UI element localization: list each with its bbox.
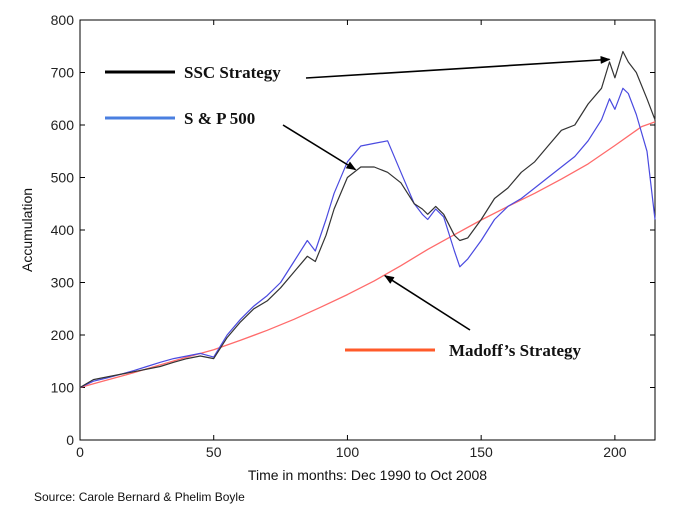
x-tick-label: 50 <box>206 444 222 460</box>
annotation-arrow <box>384 275 471 331</box>
source-note: Source: Carole Bernard & Phelim Boyle <box>34 490 245 504</box>
series-line-s-p-500 <box>79 87 656 389</box>
y-axis-title: Accumulation <box>19 188 35 272</box>
series-line-ssc-strategy <box>79 50 656 389</box>
series-line-madoff-s-strategy <box>79 121 656 389</box>
x-tick-label: 100 <box>336 444 360 460</box>
legend-label: Madoff’s Strategy <box>449 341 582 360</box>
y-tick-label: 400 <box>51 222 75 238</box>
annotation-arrow <box>282 124 357 171</box>
annotation-arrow <box>305 55 611 79</box>
legend-label: SSC Strategy <box>184 63 281 82</box>
legend-label: S & P 500 <box>184 109 255 128</box>
y-tick-label: 600 <box>51 117 75 133</box>
x-axis-title: Time in months: Dec 1990 to Oct 2008 <box>248 467 487 483</box>
x-tick-label: 200 <box>603 444 627 460</box>
y-tick-label: 500 <box>51 170 75 186</box>
x-tick-label: 0 <box>76 444 84 460</box>
y-tick-label: 0 <box>66 432 74 448</box>
y-tick-label: 300 <box>51 275 75 291</box>
plot-area <box>79 19 656 441</box>
y-tick-label: 200 <box>51 327 75 343</box>
y-tick-label: 100 <box>51 380 75 396</box>
x-tick-label: 150 <box>469 444 493 460</box>
y-tick-label: 700 <box>51 65 75 81</box>
y-tick-label: 800 <box>51 12 75 28</box>
